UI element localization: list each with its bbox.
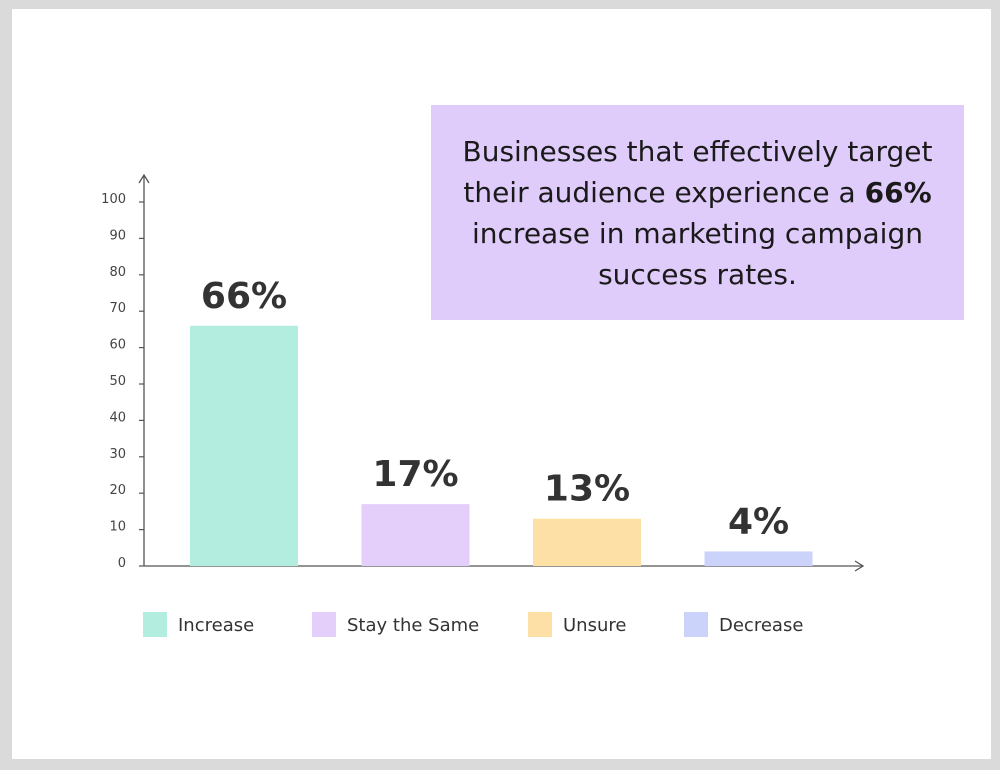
y-tick-label: 100 [101, 192, 126, 207]
y-tick-label: 90 [109, 228, 126, 243]
callout-highlight: 66% [864, 176, 932, 209]
legend-label: Unsure [563, 615, 626, 636]
legend-label: Decrease [719, 615, 803, 636]
legend-swatch [143, 612, 167, 637]
y-axis-arrow [138, 173, 150, 184]
y-tick-label: 0 [118, 556, 126, 571]
legend-swatch [684, 612, 708, 637]
y-tick-label: 80 [109, 265, 126, 280]
bar [533, 518, 641, 566]
legend-swatch [528, 612, 552, 637]
bar-data-label: 4% [728, 501, 789, 542]
legend-label: Increase [178, 615, 254, 636]
y-tick-label: 30 [109, 447, 126, 462]
bar [361, 504, 470, 566]
bar-data-label: 13% [544, 469, 630, 510]
bar-data-label: 17% [372, 454, 458, 495]
y-tick-label: 20 [109, 483, 126, 498]
callout-text-after: increase in marketing campaign success r… [472, 217, 923, 291]
y-tick-label: 50 [109, 374, 126, 389]
y-tick-label: 60 [109, 338, 126, 353]
legend-label: Stay the Same [347, 615, 479, 636]
y-tick-label: 70 [109, 301, 126, 316]
chart-card: Businesses that effectively target their… [12, 9, 991, 759]
y-tick-label: 10 [109, 520, 126, 535]
bar [704, 551, 813, 566]
y-tick-label: 40 [109, 410, 126, 425]
legend-swatch [312, 612, 336, 637]
bar-data-label: 66% [201, 276, 287, 317]
callout-box: Businesses that effectively target their… [431, 105, 964, 320]
callout-text-before: Businesses that effectively target their… [462, 135, 933, 209]
x-axis-arrow [854, 560, 865, 572]
bar [190, 325, 298, 566]
